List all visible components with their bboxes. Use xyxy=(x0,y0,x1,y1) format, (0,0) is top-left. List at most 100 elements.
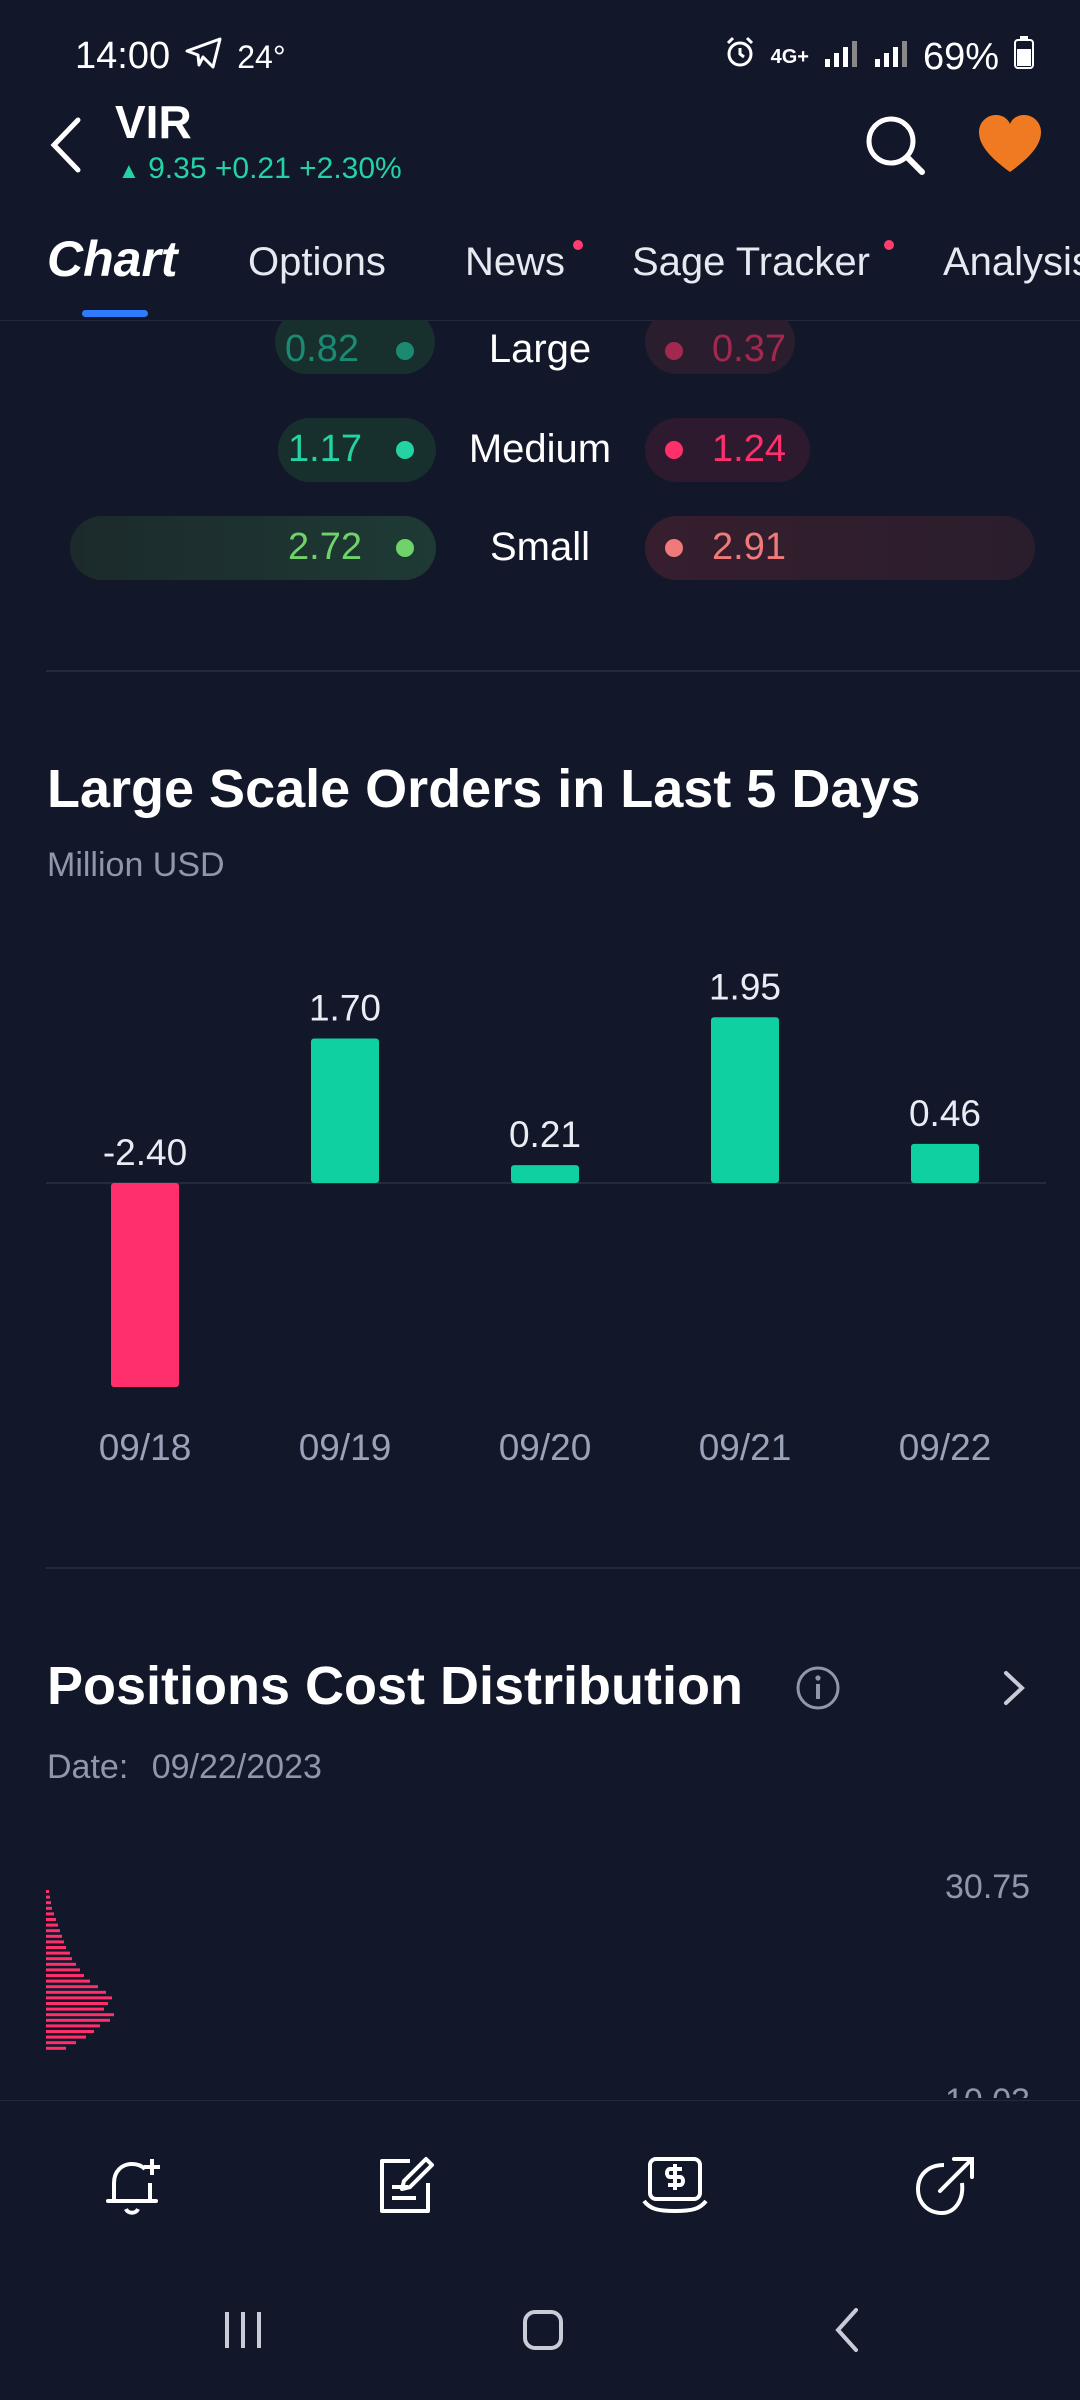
histogram-bar xyxy=(46,1990,106,1994)
histogram-bar xyxy=(46,1912,54,1916)
small-outflow-pill xyxy=(645,516,1035,580)
bar-09/19 xyxy=(311,1038,379,1183)
bar-09/22 xyxy=(911,1143,979,1183)
home-button[interactable] xyxy=(503,2290,583,2370)
price-change: +0.21 xyxy=(214,152,291,185)
medium-inflow-value: 1.17 xyxy=(288,428,362,470)
note-edit-icon xyxy=(380,2157,434,2213)
ticker-symbol: VIR xyxy=(115,96,192,148)
x-tick-label: 09/19 xyxy=(299,1427,392,1468)
clock-text: 14:00 xyxy=(75,35,171,77)
cost-distribution-more-button[interactable] xyxy=(990,1665,1036,1716)
histogram-bar xyxy=(46,1985,98,1989)
add-alert-button[interactable] xyxy=(100,2151,170,2221)
cost-distribution-date: Date: 09/22/2023 xyxy=(47,1748,322,1787)
search-icon xyxy=(866,116,925,175)
price-level-top: 30.75 xyxy=(945,1868,1031,1906)
histogram-bar xyxy=(46,2002,108,2005)
histogram-bar xyxy=(46,1906,52,1910)
small-label: Small xyxy=(489,525,591,569)
histogram-bar xyxy=(46,1996,112,2000)
bar-value-label: 0.46 xyxy=(909,1093,981,1134)
share-button[interactable] xyxy=(910,2151,980,2221)
histogram-bar xyxy=(46,1895,50,1899)
x-tick-label: 09/21 xyxy=(699,1427,792,1468)
info-button[interactable] xyxy=(795,1665,841,1716)
section-divider xyxy=(46,670,1080,672)
alert-add-icon xyxy=(106,2159,160,2215)
tab-chart[interactable]: Chart xyxy=(47,231,178,287)
heart-icon xyxy=(979,115,1041,172)
search-button[interactable] xyxy=(860,110,930,180)
inflow-dot xyxy=(396,539,414,557)
large-outflow-value: 0.37 xyxy=(712,328,786,370)
share-icon xyxy=(915,2157,974,2216)
status-icons: 4G+ 69% xyxy=(723,35,1035,79)
outflow-dot xyxy=(665,342,683,360)
x-tick-label: 09/20 xyxy=(499,1427,592,1468)
info-icon xyxy=(796,1666,840,1710)
network-type-text: 4G+ xyxy=(770,45,809,68)
trade-button[interactable] xyxy=(640,2151,710,2221)
section-divider xyxy=(46,1567,1080,1569)
bar-value-label: 0.21 xyxy=(509,1114,581,1155)
signal-icon-2 xyxy=(873,36,909,79)
histogram-bar xyxy=(46,1934,62,1938)
small-outflow-value: 2.91 xyxy=(712,526,786,568)
tab-news[interactable]: News xyxy=(465,240,566,284)
order-size-breakdown: 0.82 Large 0.37 1.17 Medium 1.24 2.72 Sm… xyxy=(0,320,1080,650)
histogram-bar xyxy=(46,2030,94,2033)
histogram-bar xyxy=(46,1979,90,1983)
cost-distribution-histogram xyxy=(46,1890,114,2050)
histogram-bar xyxy=(46,1951,70,1955)
outflow-dot xyxy=(665,539,683,557)
tab-bar: Chart Options News Sage Tracker Analysis xyxy=(0,230,1080,321)
tab-sage-tracker[interactable]: Sage Tracker xyxy=(632,240,870,284)
small-inflow-pill xyxy=(70,516,436,580)
back-button[interactable] xyxy=(40,110,100,180)
histogram-bar xyxy=(46,1940,64,1944)
system-nav-bar xyxy=(0,2260,1080,2400)
histogram-bar xyxy=(46,2041,76,2045)
battery-percent: 69% xyxy=(922,35,999,78)
bar-09/21 xyxy=(711,1017,779,1183)
histogram-bar xyxy=(46,1962,76,1966)
large-orders-title: Large Scale Orders in Last 5 Days xyxy=(47,759,921,819)
outflow-dot xyxy=(665,441,683,459)
recent-apps-button[interactable] xyxy=(203,2290,283,2370)
histogram-bar xyxy=(46,1974,84,1977)
bottom-toolbar xyxy=(0,2100,1080,2261)
histogram-bar xyxy=(46,1929,60,1933)
up-arrow-icon: ▲ xyxy=(118,158,140,183)
large-orders-bar-chart: -2.40 09/18 1.70 09/19 0.21 09/20 1.95 09/21 0.4… xyxy=(46,966,1046,1468)
chevron-right-icon xyxy=(1004,1671,1025,1705)
home-icon xyxy=(523,2310,563,2350)
histogram-bar xyxy=(46,2024,100,2028)
tab-options[interactable]: Options xyxy=(248,240,386,284)
telegram-icon xyxy=(185,36,223,79)
date-value: 09/22/2023 xyxy=(151,1748,322,1786)
x-tick-label: 09/22 xyxy=(899,1427,992,1468)
sage-tracker-notification-dot xyxy=(884,240,894,250)
alarm-icon xyxy=(723,35,757,79)
histogram-bar xyxy=(46,2018,110,2022)
price-level-second: 10.03 xyxy=(945,2082,1030,2098)
large-label: Large xyxy=(488,327,592,371)
battery-icon xyxy=(1013,35,1035,79)
bar-value-label: -2.40 xyxy=(103,1132,187,1173)
large-inflow-value: 0.82 xyxy=(285,328,359,370)
small-inflow-value: 2.72 xyxy=(288,526,362,568)
system-back-button[interactable] xyxy=(808,2290,888,2370)
favorite-button[interactable] xyxy=(975,110,1045,180)
status-time: 14:00 24° xyxy=(75,35,286,79)
add-note-button[interactable] xyxy=(370,2151,440,2221)
histogram-bar xyxy=(46,2046,66,2050)
histogram-bar xyxy=(46,1957,72,1961)
histogram-bar xyxy=(46,2035,86,2039)
chevron-left-icon xyxy=(50,117,81,173)
medium-outflow-value: 1.24 xyxy=(712,428,786,470)
price-quote: ▲ 9.35 +0.21 +2.30% xyxy=(118,152,402,186)
active-tab-indicator xyxy=(82,310,148,317)
histogram-bar xyxy=(46,2013,114,2017)
tab-analysis[interactable]: Analysis xyxy=(943,240,1080,284)
